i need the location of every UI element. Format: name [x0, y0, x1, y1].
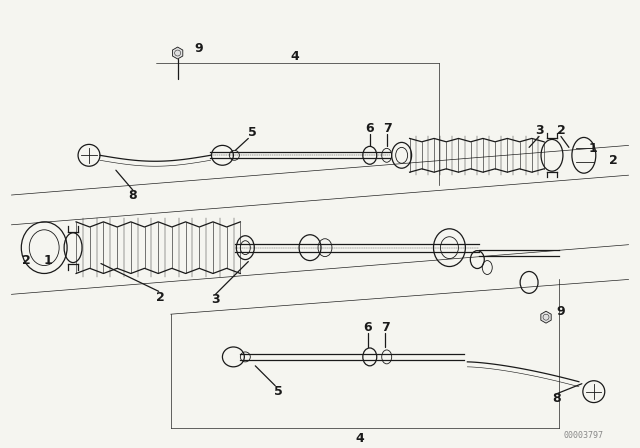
- Text: 2: 2: [609, 154, 618, 167]
- Text: 1: 1: [44, 254, 52, 267]
- Text: 7: 7: [381, 321, 390, 334]
- Text: 7: 7: [383, 122, 392, 135]
- Text: 2: 2: [22, 254, 31, 267]
- Text: 3: 3: [211, 293, 220, 306]
- Text: 5: 5: [248, 126, 257, 139]
- Polygon shape: [541, 311, 551, 323]
- Text: 4: 4: [291, 50, 300, 63]
- Text: 1: 1: [588, 142, 597, 155]
- Text: 8: 8: [553, 392, 561, 405]
- Text: 00003797: 00003797: [564, 431, 604, 440]
- Text: 9: 9: [557, 305, 565, 318]
- Text: 8: 8: [129, 189, 137, 202]
- Text: 9: 9: [194, 42, 203, 55]
- Polygon shape: [172, 47, 183, 59]
- Text: 4: 4: [355, 432, 364, 445]
- Text: 5: 5: [274, 385, 282, 398]
- Text: 3: 3: [535, 124, 543, 137]
- Text: 6: 6: [364, 321, 372, 334]
- Text: 2: 2: [156, 291, 165, 304]
- Text: 2: 2: [557, 124, 565, 137]
- Text: 6: 6: [365, 122, 374, 135]
